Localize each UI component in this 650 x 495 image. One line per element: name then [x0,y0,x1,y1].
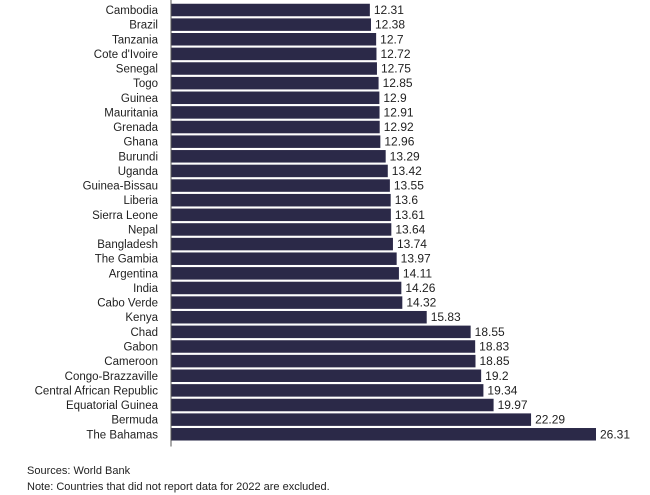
value-label: 19.2 [485,369,509,383]
value-label: 12.92 [384,120,414,134]
value-label: 19.34 [487,383,517,397]
category-label: Cambodia [106,5,159,17]
bar [171,76,379,90]
category-label: Bangladesh [97,239,158,251]
category-label: The Gambia [95,254,159,266]
value-label: 13.29 [390,149,420,163]
value-label: 12.85 [383,76,413,90]
bar [171,3,370,17]
category-label: Bermuda [111,415,158,427]
bar [171,106,380,119]
category-label: Guinea [121,93,159,105]
bar [171,281,402,295]
value-label: 18.83 [479,339,509,353]
category-label: Congo-Brazzaville [65,371,158,383]
value-label: 12.72 [380,47,410,61]
bar [171,340,476,353]
value-label: 12.96 [384,135,414,149]
category-label: The Bahamas [86,429,158,441]
category-label: Burundi [118,151,158,163]
category-label: Cameroon [104,356,158,368]
bar [171,18,371,31]
bar [171,325,471,339]
category-label: Argentina [109,268,159,280]
bar [171,208,391,222]
category-label: Nepal [128,224,158,236]
value-label: 14.11 [403,266,432,280]
category-label: Cote d'Ivoire [94,49,158,61]
category-label: Grenada [113,122,158,134]
value-label: 13.42 [392,164,422,178]
value-label: 12.75 [381,62,411,76]
value-label: 26.31 [600,427,630,441]
category-label: Senegal [116,64,158,76]
category-label: Chad [131,327,159,339]
value-label: 12.31 [374,3,404,17]
category-label: Sierra Leone [92,210,158,222]
bar-chart: Cambodia 12.31 Brazil 12.38 Tanzania 12.7 Cote… [35,0,630,447]
value-label: 12.7 [380,32,404,46]
category-label: Mauritania [104,107,158,119]
footnote: Note: Countries that did not report data… [27,481,330,493]
bar [171,164,388,178]
bar [171,413,532,426]
category-label: Central African Republic [35,385,159,397]
value-label: 18.55 [475,325,505,339]
category-label: Ghana [123,137,158,149]
category-label: Equatorial Guinea [66,400,159,412]
bar [171,428,596,441]
value-label: 14.26 [405,281,435,295]
bar [171,369,482,382]
bar [171,179,390,192]
category-label: Cabo Verde [97,298,158,310]
category-label: Kenya [125,312,158,324]
bar [171,120,380,134]
bar [171,150,386,163]
category-label: Togo [133,78,158,90]
bar [171,47,377,61]
bar [171,384,484,397]
bar [171,91,380,105]
bar [171,398,494,412]
category-label: Gabon [123,341,158,353]
category-label: Uganda [118,166,159,178]
bar [171,62,377,75]
value-label: 12.91 [384,105,414,119]
value-label: 13.55 [394,179,424,193]
bar [171,193,391,207]
source-note: Sources: World Bank [27,465,131,477]
category-label: Guinea-Bissau [83,181,158,193]
bar [171,135,381,148]
bar [171,310,427,324]
value-label: 13.64 [395,222,425,236]
value-label: 12.9 [383,91,407,105]
category-label: India [133,283,159,295]
bar [171,354,476,368]
bar [171,33,377,46]
value-label: 22.29 [535,413,565,427]
bar [171,252,397,265]
bar [171,223,392,236]
bar [171,237,393,251]
value-label: 13.97 [401,252,431,266]
value-label: 13.74 [397,237,427,251]
category-label: Brazil [129,20,158,32]
value-label: 18.85 [479,354,509,368]
value-label: 15.83 [431,310,461,324]
value-label: 12.38 [375,18,405,32]
value-label: 13.6 [395,193,419,207]
value-label: 14.32 [406,296,436,310]
category-label: Tanzania [112,34,159,46]
category-label: Liberia [123,195,158,207]
value-label: 19.97 [498,398,528,412]
value-label: 13.61 [395,208,425,222]
bar [171,267,399,280]
bar [171,296,403,309]
